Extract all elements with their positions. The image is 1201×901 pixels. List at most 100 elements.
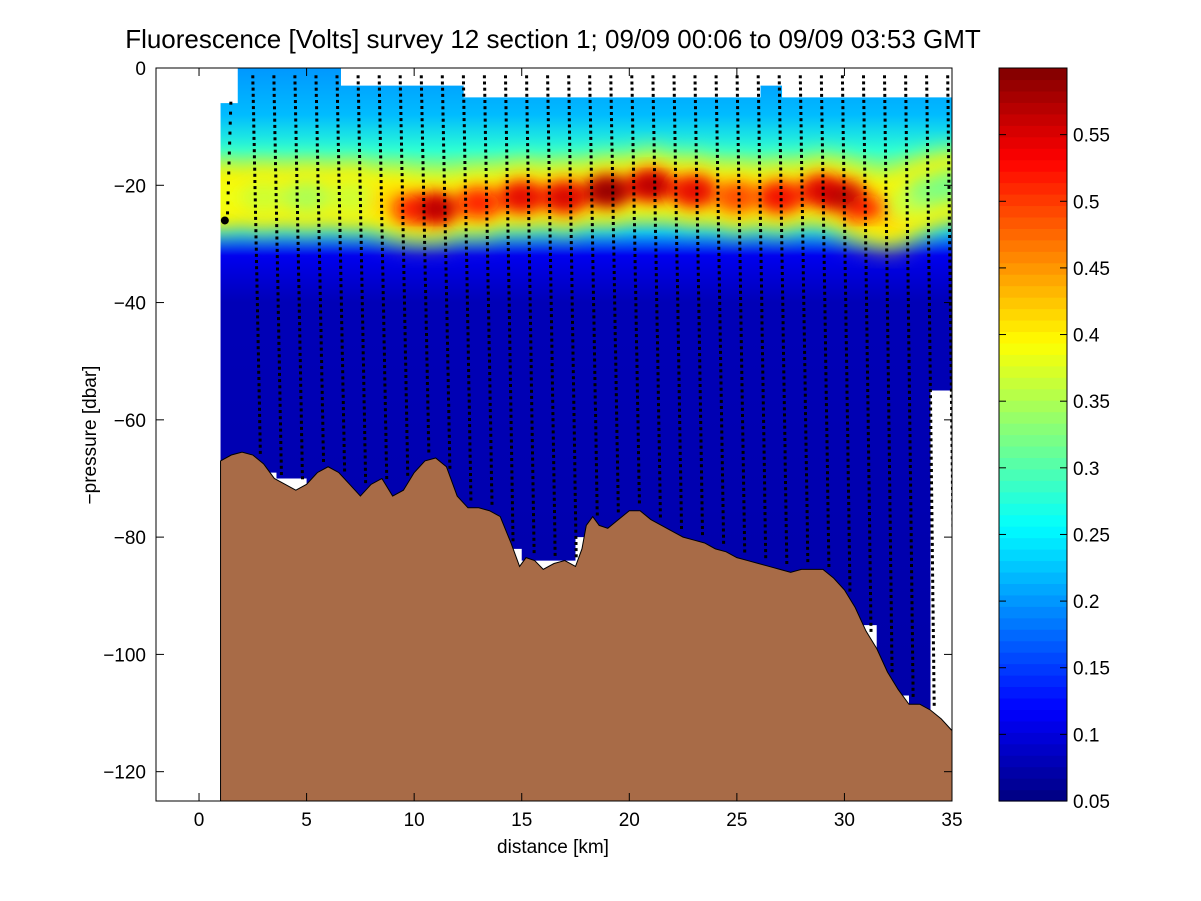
cast-point bbox=[694, 124, 698, 128]
cast-point bbox=[589, 143, 593, 146]
cast-point bbox=[657, 427, 661, 431]
cast-point bbox=[361, 339, 365, 342]
cast-point bbox=[908, 415, 912, 419]
cast-point bbox=[824, 341, 827, 345]
cast-point bbox=[699, 433, 703, 437]
cast-point bbox=[947, 222, 951, 226]
colorbar-segment bbox=[999, 148, 1067, 161]
cast-point bbox=[906, 310, 910, 314]
cast-point bbox=[718, 338, 722, 342]
cast-point bbox=[925, 118, 929, 122]
cast-point bbox=[570, 296, 574, 300]
cast-point bbox=[677, 390, 681, 394]
cast-point bbox=[739, 315, 743, 319]
cast-point bbox=[465, 289, 469, 293]
cast-point bbox=[678, 433, 682, 437]
cast-point bbox=[590, 198, 594, 202]
cast-point bbox=[929, 401, 933, 405]
cast-point bbox=[699, 445, 703, 449]
cast-point bbox=[909, 551, 913, 555]
cast-point bbox=[444, 267, 448, 271]
cast-point bbox=[613, 344, 617, 348]
x-tick-label: 20 bbox=[619, 810, 640, 831]
cast-point bbox=[716, 216, 720, 220]
cast-point bbox=[848, 588, 852, 592]
cast-point bbox=[779, 161, 783, 165]
cast-point bbox=[462, 81, 465, 85]
cast-point bbox=[718, 314, 722, 318]
cast-point bbox=[610, 118, 613, 122]
cast-point bbox=[636, 408, 640, 411]
cast-point bbox=[489, 421, 493, 425]
cast-point bbox=[826, 508, 830, 512]
cast-point bbox=[572, 400, 576, 404]
cast-point bbox=[841, 131, 845, 134]
cast-point bbox=[868, 548, 872, 552]
cast-point bbox=[848, 557, 851, 561]
cast-point bbox=[931, 579, 935, 583]
cast-point bbox=[256, 309, 259, 313]
cast-point bbox=[226, 191, 230, 195]
cast-point bbox=[759, 266, 763, 269]
cast-point bbox=[294, 118, 298, 122]
cast-point bbox=[444, 255, 448, 258]
cast-point bbox=[379, 180, 383, 184]
cast-point bbox=[910, 638, 914, 642]
cast-point bbox=[404, 368, 408, 372]
cast-point bbox=[548, 222, 552, 226]
cast-point bbox=[590, 186, 594, 190]
cast-point bbox=[801, 277, 805, 281]
cast-point bbox=[342, 413, 345, 417]
cast-point bbox=[630, 87, 634, 91]
cast-point bbox=[611, 179, 615, 183]
cast-point bbox=[595, 494, 599, 497]
colorbar-segment bbox=[999, 629, 1067, 642]
cast-point bbox=[610, 124, 614, 128]
cast-point bbox=[740, 364, 744, 368]
cast-point bbox=[695, 217, 699, 221]
cast-point bbox=[631, 155, 635, 159]
cast-point bbox=[447, 428, 451, 432]
cast-point bbox=[778, 124, 782, 128]
cast-point bbox=[274, 174, 278, 178]
cast-point bbox=[677, 384, 681, 387]
cast-point bbox=[463, 136, 466, 140]
cast-point bbox=[931, 641, 935, 645]
cast-point bbox=[528, 278, 532, 282]
cast-point bbox=[719, 381, 723, 385]
cast-point bbox=[420, 106, 424, 109]
cast-point bbox=[655, 328, 659, 332]
cast-point bbox=[847, 495, 851, 499]
cast-point bbox=[652, 161, 656, 165]
cast-point bbox=[718, 320, 722, 324]
cast-point bbox=[547, 185, 551, 189]
cast-point bbox=[300, 433, 304, 437]
cast-point bbox=[888, 465, 891, 469]
cast-point bbox=[591, 253, 595, 257]
cast-point bbox=[549, 289, 553, 293]
cast-point bbox=[679, 513, 683, 517]
cast-point bbox=[319, 304, 322, 308]
cast-point bbox=[948, 228, 951, 232]
cast-point bbox=[487, 334, 491, 338]
cast-point bbox=[614, 350, 618, 354]
cast-point bbox=[278, 416, 282, 420]
cast-point bbox=[720, 455, 724, 458]
cast-point bbox=[465, 283, 469, 287]
cast-point bbox=[803, 393, 807, 397]
cast-point bbox=[697, 328, 701, 332]
cast-point bbox=[635, 377, 639, 381]
cast-point bbox=[946, 136, 950, 140]
y-tick-label: −120 bbox=[103, 763, 146, 784]
cast-point bbox=[490, 477, 493, 481]
cast-point bbox=[401, 209, 405, 213]
cast-point bbox=[296, 211, 299, 214]
cast-point bbox=[549, 271, 553, 275]
cast-point bbox=[529, 383, 533, 387]
cast-point bbox=[864, 241, 868, 245]
cast-point bbox=[779, 155, 782, 159]
cast-point bbox=[462, 93, 466, 97]
cast-point bbox=[867, 456, 871, 460]
cast-point bbox=[315, 112, 319, 116]
cast-point bbox=[483, 93, 487, 97]
